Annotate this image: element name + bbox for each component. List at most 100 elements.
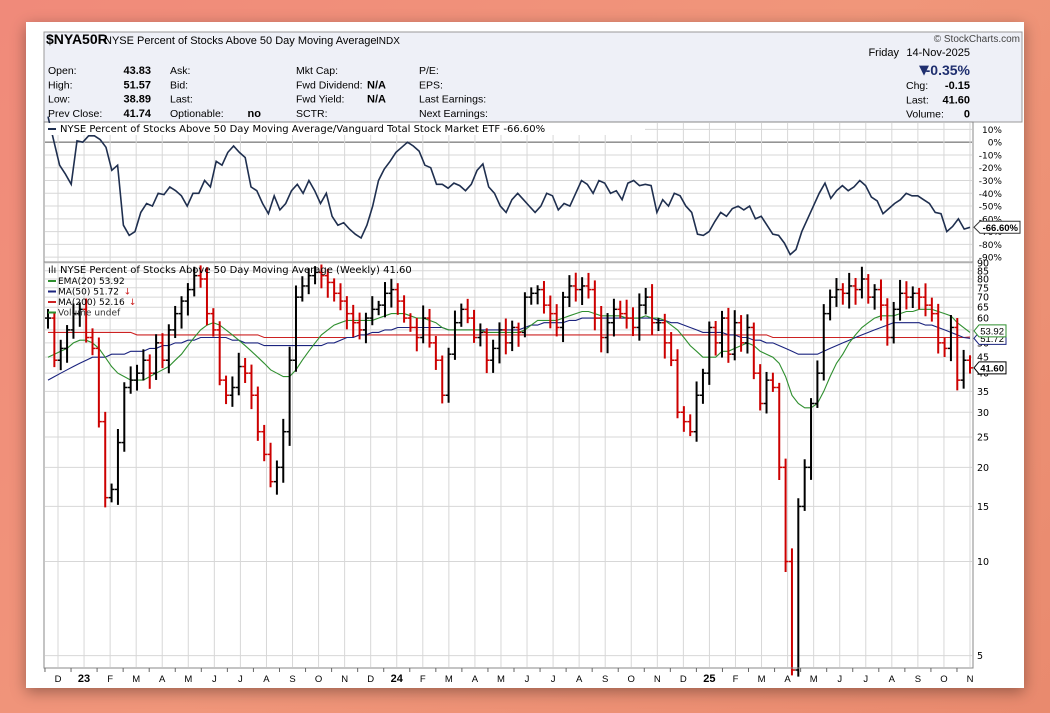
x-tick-label: A (576, 674, 583, 685)
ohlc-bar (744, 314, 751, 354)
x-tick-label: 25 (703, 673, 715, 685)
change-arrow: ▼ (919, 63, 929, 78)
x-tick-label: A (263, 674, 270, 685)
quote-label: Fwd Dividend: (296, 79, 363, 91)
ohlc-bar (127, 366, 134, 394)
ohlc-bar (655, 318, 662, 332)
ohlc-bar (159, 333, 166, 369)
x-tick-label: 23 (78, 673, 90, 685)
ohlc-bar (426, 308, 433, 348)
ohlc-bar (153, 334, 160, 380)
change-pct: -0.35% (926, 62, 971, 78)
ohlc-bar (191, 266, 198, 297)
ohlc-bar (960, 349, 967, 389)
ratio-panel (43, 121, 974, 263)
ohlc-bar (852, 277, 859, 305)
ohlc-bar (197, 265, 204, 288)
ratio-tick-label: -50% (979, 203, 1003, 213)
ohlc-bar (184, 283, 191, 316)
quote-label: EPS: (419, 79, 443, 91)
ohlc-bar (292, 285, 299, 372)
ohlc-bar (858, 266, 865, 299)
ohlc-bar (540, 281, 547, 314)
ratio-grid (45, 123, 972, 261)
ohlc-bar (954, 317, 961, 391)
ohlc-bar (585, 272, 592, 299)
price-legend-icon: ılı (48, 265, 56, 276)
ohlc-bar (464, 298, 471, 324)
ohlc-bar (483, 328, 490, 374)
quote-label: P/E: (419, 65, 439, 77)
quote-label: High: (48, 79, 73, 91)
price-tick-label: 65 (977, 303, 989, 314)
x-tick-label: M (184, 674, 192, 685)
quote-value: -0.15 (945, 80, 970, 92)
x-tick-label: F (733, 674, 739, 685)
x-tick-label: O (315, 674, 322, 685)
ratio-tick-label: -80% (979, 241, 1003, 251)
ohlc-bar (229, 376, 236, 407)
ohlc-bar (629, 307, 636, 337)
price-tick-label: 20 (977, 463, 989, 474)
ohlc-bar (928, 297, 935, 322)
ohlc-bar (261, 424, 268, 462)
ohlc-bar (490, 339, 497, 373)
ratio-last-tag: -66.60% (973, 220, 1021, 234)
quote-label: Last: (906, 94, 929, 106)
ohlc-bar (420, 305, 427, 344)
ohlc-bar (833, 278, 840, 307)
x-tick-label: F (107, 674, 113, 685)
ohlc-bar (382, 282, 389, 318)
ohlc-bar (877, 279, 884, 321)
ohlc-bar (451, 310, 458, 360)
ohlc-bar (617, 300, 624, 319)
ohlc-bar (674, 349, 681, 419)
ohlc-bar (884, 298, 891, 346)
ohlc-bar (890, 301, 897, 344)
ohlc-bar (706, 321, 713, 385)
x-tick-label: S (915, 674, 921, 685)
ohlc-bar (324, 268, 331, 298)
x-tick-label: J (551, 674, 556, 685)
ohlc-bar (172, 305, 179, 339)
ohlc-bar (248, 364, 255, 410)
ohlc-bar (305, 268, 312, 295)
ohlc-bar (413, 317, 420, 352)
price-axis: 90858075706560555045403530252015105 (977, 259, 989, 663)
legend-label: MA(200) 52.16 (58, 298, 125, 308)
ohlc-bar (362, 312, 369, 344)
price-tick-label: 90 (977, 259, 989, 270)
ema-tag-box (973, 324, 1007, 338)
price-panel (43, 261, 974, 669)
ohlc-bar (757, 364, 764, 411)
x-tick-label: S (289, 674, 295, 685)
ratio-tick-label: -40% (979, 190, 1003, 200)
ohlc-bar (146, 354, 153, 389)
price-tick-label: 70 (977, 293, 989, 304)
ohlc-bar (350, 304, 357, 337)
price-tick-label: 10 (977, 557, 989, 568)
ohlc-bar (801, 459, 808, 511)
ohlc-bar (897, 279, 904, 321)
ohlc-bar (814, 360, 821, 408)
price-tick-label: 60 (977, 314, 989, 325)
ratio-tick-label: 0% (988, 139, 1003, 149)
ohlc-bar (121, 382, 128, 452)
last-tag-label: 41.60 (980, 363, 1004, 374)
ohlc-bar (108, 483, 115, 503)
quote-label: Prev Close: (48, 108, 102, 120)
quote-label: Open: (48, 65, 77, 77)
ohlc-bar (922, 283, 929, 317)
ohlc-bar (661, 313, 668, 359)
ohlc-bar (604, 313, 611, 354)
quote-value: 41.60 (942, 94, 970, 106)
ohlc-bar (846, 272, 853, 309)
x-tick-label: M (497, 674, 505, 685)
ratio-tick-label: -20% (979, 164, 1003, 174)
ohlc-bar (560, 291, 567, 343)
price-title: NYSE Percent of Stocks Above 50 Day Movi… (60, 265, 412, 276)
ohlc-bar (699, 368, 706, 404)
ohlc-bar (776, 382, 783, 481)
x-tick-label: N (654, 674, 661, 685)
